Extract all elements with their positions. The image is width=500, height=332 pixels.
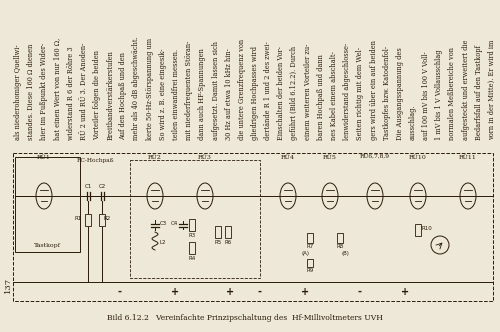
Text: Seiten richtig mit dem Wel-: Seiten richtig mit dem Wel-: [356, 47, 364, 140]
Text: dann auch HF-Spannungen: dann auch HF-Spannungen: [198, 48, 206, 140]
Text: die untere Grenzfrequenz von: die untere Grenzfrequenz von: [238, 39, 246, 140]
Text: Bild 6.12.2   Vereinfachte Prinzipschaltung des  Hf-Millivoltmeters UVH: Bild 6.12.2 Vereinfachte Prinzipschaltun…: [107, 314, 383, 322]
Text: standes. Diese 160 Ω dienen: standes. Diese 160 Ω dienen: [27, 43, 35, 140]
Text: R10: R10: [422, 226, 433, 231]
Text: C3: C3: [160, 221, 167, 226]
Text: einem weiteren Vorteiler zu-: einem weiteren Vorteiler zu-: [304, 43, 312, 140]
Text: 30 Hz auf etwa 10 kHz hin-: 30 Hz auf etwa 10 kHz hin-: [224, 48, 232, 140]
Text: 1 mV bis 1 V Vollausschlag: 1 mV bis 1 V Vollausschlag: [436, 49, 444, 140]
Text: C2: C2: [98, 184, 105, 189]
Text: RÜ4: RÜ4: [281, 155, 295, 160]
Bar: [13, 153, 493, 301]
Text: RÜ10: RÜ10: [409, 155, 427, 160]
Text: Einschalten der beiden Vor-: Einschalten der beiden Vor-: [278, 46, 285, 140]
Text: Breitbandverstärkerstufen: Breitbandverstärkerstufen: [106, 50, 114, 140]
Text: L2: L2: [160, 240, 166, 245]
Text: R5: R5: [214, 240, 222, 245]
Text: aufgesetzt. Damit lassen sich: aufgesetzt. Damit lassen sich: [212, 41, 220, 140]
Text: gliedrigen Hochpasses wird: gliedrigen Hochpasses wird: [251, 46, 259, 140]
Text: hier im Fußpunkt des Wider-: hier im Fußpunkt des Wider-: [40, 43, 48, 140]
Text: RÜ2: RÜ2: [148, 155, 162, 160]
Text: RÜ11: RÜ11: [459, 155, 477, 160]
Text: R7: R7: [306, 244, 314, 249]
Text: widerstand R 6 der Röhre 3: widerstand R 6 der Röhre 3: [66, 46, 74, 140]
Text: vorn in der Mitte). Er wird im: vorn in der Mitte). Er wird im: [488, 40, 496, 140]
Text: +: +: [171, 287, 179, 297]
Bar: [307, 259, 313, 267]
Text: gers wird über ein auf beiden: gers wird über ein auf beiden: [370, 40, 378, 140]
Text: aufgesteckt und erweitert die: aufgesteckt und erweitert die: [462, 40, 469, 140]
Text: hat einen Wert von nur 160 Ω,: hat einen Wert von nur 160 Ω,: [54, 38, 62, 140]
Bar: [99, 214, 105, 226]
Text: RÜ6,7,8,9: RÜ6,7,8,9: [360, 155, 390, 160]
Text: R9: R9: [306, 268, 314, 273]
Bar: [307, 233, 313, 243]
Text: mit niederfrequenten Störan-: mit niederfrequenten Störan-: [185, 41, 193, 140]
Text: C1: C1: [84, 184, 91, 189]
Bar: [189, 242, 195, 254]
Bar: [15, 157, 80, 252]
Text: Tastkopf: Tastkopf: [34, 243, 61, 248]
Bar: [189, 219, 195, 231]
Bar: [415, 224, 421, 236]
Bar: [215, 226, 221, 238]
Text: +: +: [226, 287, 234, 297]
Text: lenwiderstand abgeschlosse-: lenwiderstand abgeschlosse-: [343, 43, 351, 140]
Text: RÜ3: RÜ3: [198, 155, 212, 160]
Text: So wird z. B. eine eingesik-: So wird z. B. eine eingesik-: [159, 48, 167, 140]
Text: (B): (B): [341, 251, 349, 256]
Text: Die Ausgangsspannung des: Die Ausgangsspannung des: [396, 47, 404, 140]
Text: +: +: [301, 287, 309, 297]
Text: RÜ5: RÜ5: [323, 155, 337, 160]
Text: R2: R2: [104, 216, 111, 221]
Text: (A): (A): [301, 251, 309, 256]
Text: dertände R 1 und 2 des zwei-: dertände R 1 und 2 des zwei-: [264, 41, 272, 140]
Text: mehr als 40 dB abgeschwächt.: mehr als 40 dB abgeschwächt.: [132, 36, 140, 140]
Text: baren Hochpaß und dann: baren Hochpaß und dann: [317, 54, 325, 140]
Text: Bedarfsfall auf den Tastkopf: Bedarfsfall auf den Tastkopf: [475, 45, 483, 140]
Bar: [225, 226, 231, 238]
Text: kerte 50-Hz-Störspannung um: kerte 50-Hz-Störspannung um: [146, 38, 154, 140]
Text: 137: 137: [4, 277, 12, 293]
Text: normalen Meßbereiche von: normalen Meßbereiche von: [448, 47, 456, 140]
Text: RÜ 2 und RÜ 3. Der Anoden-: RÜ 2 und RÜ 3. Der Anoden-: [80, 42, 88, 140]
Text: RÜ1: RÜ1: [37, 155, 51, 160]
Bar: [337, 233, 343, 243]
Text: C4: C4: [171, 221, 178, 226]
Text: RC-Hochpaß: RC-Hochpaß: [76, 158, 114, 163]
Text: R1: R1: [75, 216, 82, 221]
Text: geführt (Bild 6.12.2). Durch: geführt (Bild 6.12.2). Durch: [290, 46, 298, 140]
Bar: [85, 214, 91, 226]
Text: ausschlag.: ausschlag.: [409, 105, 417, 140]
Text: auf 100 mV bis 100 V Voll-: auf 100 mV bis 100 V Voll-: [422, 51, 430, 140]
Bar: [130, 160, 260, 278]
Text: teilen einwandfrei messen.: teilen einwandfrei messen.: [172, 49, 180, 140]
Text: Tastkopfes bzw. Katodenfol-: Tastkopfes bzw. Katodenfol-: [382, 46, 390, 140]
Text: R8: R8: [336, 244, 344, 249]
Text: R6: R6: [224, 240, 232, 245]
Text: Vorteiler folgen die beiden: Vorteiler folgen die beiden: [93, 50, 101, 140]
Text: R3: R3: [188, 233, 196, 238]
Text: -: -: [118, 287, 122, 297]
Text: -: -: [258, 287, 262, 297]
Text: als niederohomiger Quellwi-: als niederohomiger Quellwi-: [14, 44, 22, 140]
Text: Auf den Hochpaß und den: Auf den Hochpaß und den: [120, 52, 128, 140]
Text: +: +: [401, 287, 409, 297]
Text: -: -: [358, 287, 362, 297]
Text: nes Kabel einem abschalt-: nes Kabel einem abschalt-: [330, 51, 338, 140]
Text: R4: R4: [188, 256, 196, 261]
